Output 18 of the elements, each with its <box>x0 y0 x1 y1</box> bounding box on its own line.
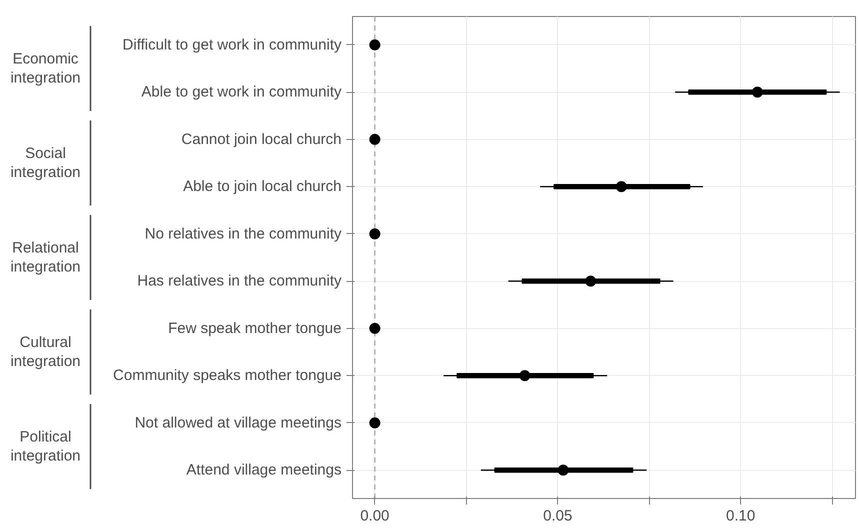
y-tick-label: Has relatives in the community <box>137 272 342 290</box>
y-tick-label: Few speak mother tongue <box>168 320 342 337</box>
text: Political integration <box>10 428 81 464</box>
text: Relational integration <box>10 240 81 276</box>
x-tick-label: 0.10 <box>726 508 756 524</box>
y-tick-label: Attend village meetings <box>186 462 342 479</box>
y-tick-label: Able to join local church <box>183 178 342 196</box>
text: Social integration <box>10 145 81 181</box>
y-tick-label: Community speaks mother tongue <box>113 367 342 384</box>
x-tick-label: 0.00 <box>360 508 390 524</box>
y-tick-label: Able to get work in community <box>141 84 342 101</box>
y-tick-label: Difficult to get work in community <box>122 36 342 54</box>
x-tick-label: 0.05 <box>543 508 572 524</box>
y-tick-label: Not allowed at village meetings <box>134 414 342 432</box>
text: Economic integration <box>10 50 81 86</box>
y-tick-label: Cannot join local church <box>181 130 342 148</box>
text: Cultural integration <box>10 334 81 370</box>
y-tick-label: No relatives in the community <box>144 225 342 242</box>
